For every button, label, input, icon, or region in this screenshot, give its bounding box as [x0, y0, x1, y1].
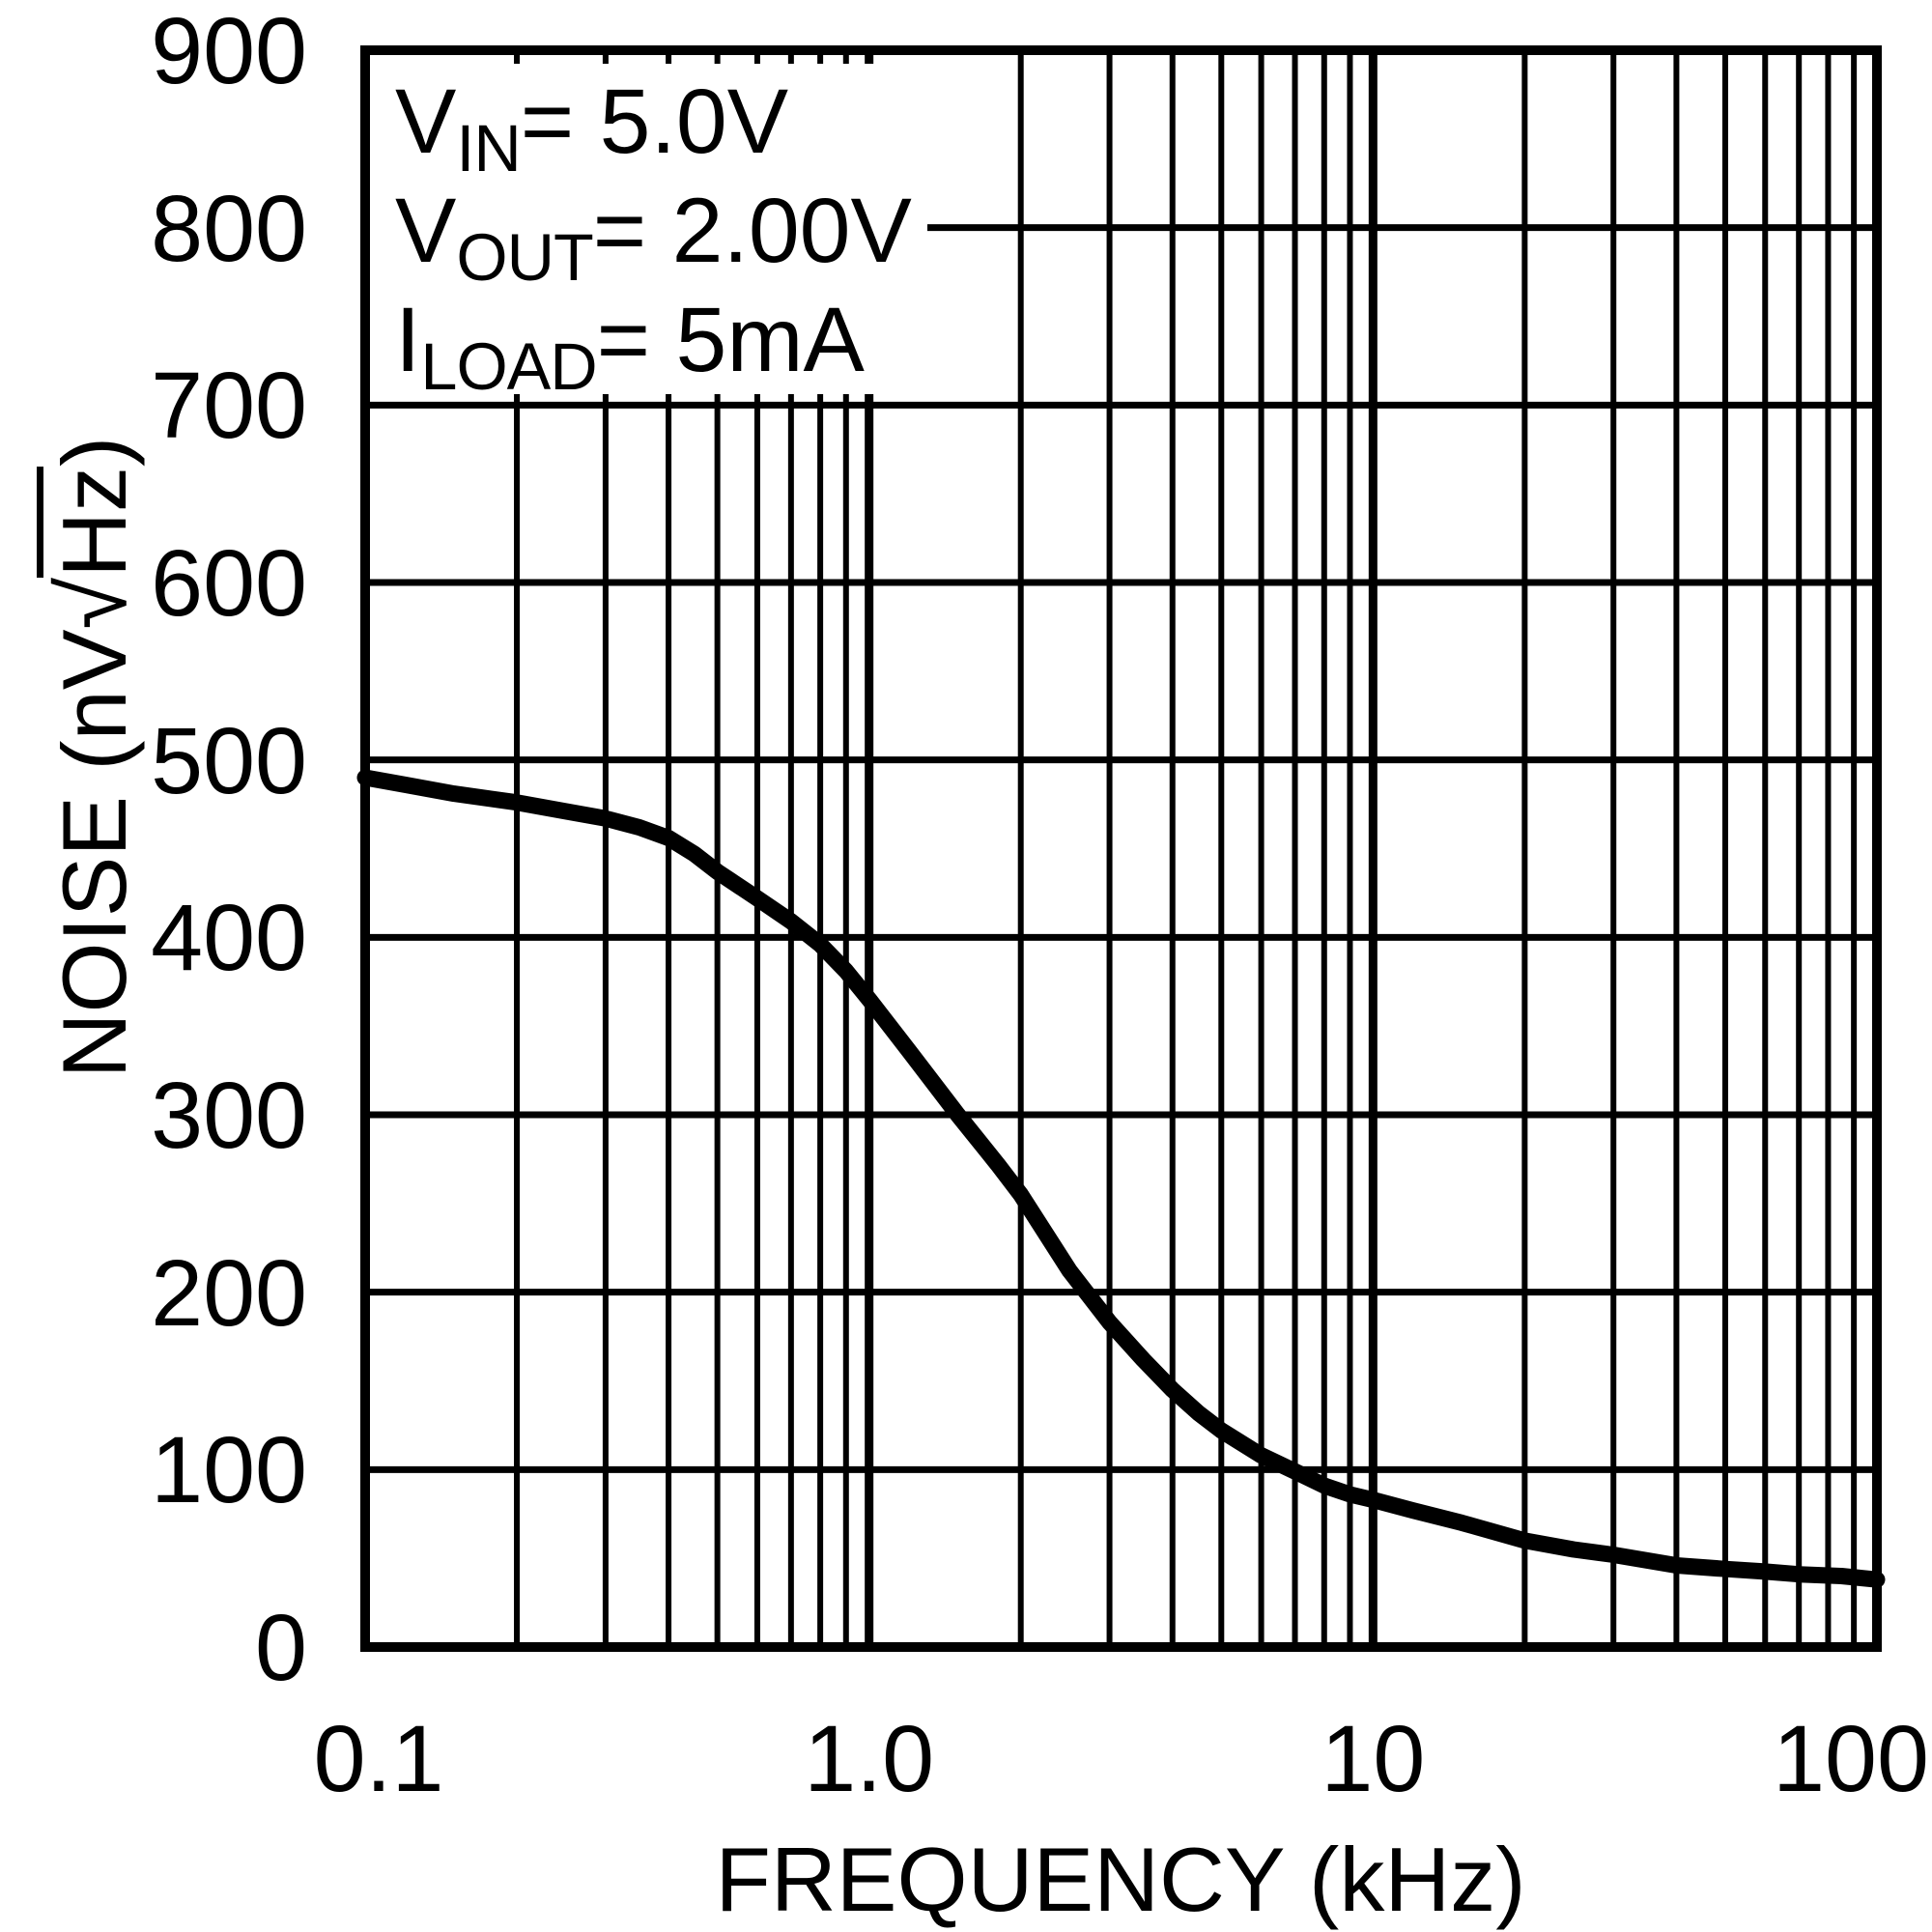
y-tick-label-800: 800: [151, 175, 307, 281]
y-tick-label-400: 400: [151, 885, 307, 991]
x-axis-label: FREQUENCY (kHz): [715, 1829, 1526, 1930]
condition-iload-value: = 5mA: [596, 289, 865, 391]
condition-iload-subscript: LOAD: [420, 330, 597, 405]
x-tick-label-10: 10: [1321, 1706, 1426, 1811]
condition-vout-subscript: OUT: [456, 221, 593, 296]
y-tick-label-0: 0: [255, 1595, 307, 1700]
condition-vout-value: = 2.00V: [592, 180, 912, 282]
noise-curve: [356, 769, 1886, 1588]
y-tick-label-100: 100: [151, 1417, 307, 1523]
y-axis-label: NOISE (nV√Hz): [37, 245, 148, 1269]
condition-vin-value: = 5.0V: [520, 71, 789, 173]
y-tick-label-500: 500: [151, 707, 307, 813]
condition-vin: VIN= 5.0V: [395, 68, 927, 182]
test-conditions-annotation: VIN= 5.0V VOUT= 2.00V ILOAD= 5mA: [370, 64, 927, 400]
y-axis-label-radicand: Hz: [37, 466, 145, 578]
y-tick-label-600: 600: [151, 530, 307, 636]
condition-vout-symbol: V: [395, 180, 457, 282]
sqrt-radical-symbol: √: [41, 577, 146, 630]
condition-iload: ILOAD= 5mA: [395, 286, 927, 400]
x-tick-label-1.0: 1.0: [804, 1706, 935, 1811]
y-axis-label-suffix: ): [43, 436, 145, 467]
y-axis-label-prefix: NOISE (nV: [43, 629, 145, 1079]
plot-border: [360, 45, 1882, 1652]
x-tick-label-0.1: 0.1: [313, 1706, 444, 1811]
y-tick-label-900: 900: [151, 0, 307, 103]
x-tick-label-100: 100: [1773, 1706, 1929, 1811]
condition-iload-symbol: I: [395, 289, 421, 391]
condition-vin-subscript: IN: [456, 112, 521, 186]
condition-vout: VOUT= 2.00V: [395, 177, 927, 291]
y-tick-label-300: 300: [151, 1063, 307, 1168]
condition-vin-symbol: V: [395, 71, 457, 173]
y-tick-label-700: 700: [151, 353, 307, 459]
y-tick-label-200: 200: [151, 1239, 307, 1346]
